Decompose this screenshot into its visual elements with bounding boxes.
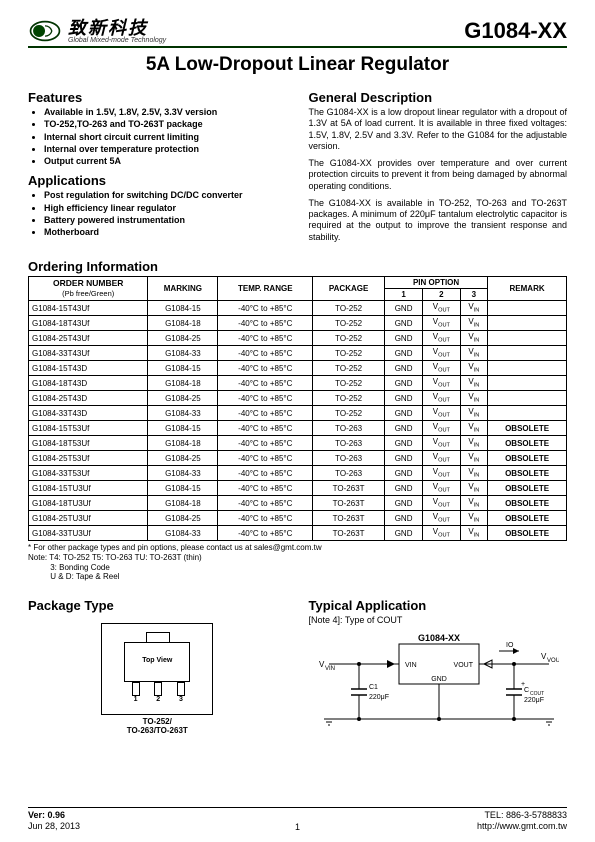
table-row: G1084-25T43UfG1084-25-40°C to +85°CTO-25… (29, 331, 567, 346)
th-pin-3: 3 (460, 288, 488, 300)
th-temp: TEMP. RANGE (218, 276, 313, 300)
applications-list: Post regulation for switching DC/DC conv… (28, 190, 287, 238)
th-order: ORDER NUMBER (Pb free/Green) (29, 276, 148, 300)
logo-icon (28, 19, 62, 43)
page-number: 1 (0, 822, 595, 832)
table-row: G1084-33T53UfG1084-33-40°C to +85°CTO-26… (29, 466, 567, 481)
svg-text:VIN: VIN (325, 666, 335, 672)
table-row: G1084-15T43UfG1084-15-40°C to +85°CTO-25… (29, 301, 567, 316)
table-row: G1084-25TU3UfG1084-25-40°C to +85°CTO-26… (29, 511, 567, 526)
general-p2: The G1084-XX provides over temperature a… (309, 158, 568, 192)
feature-item: TO-252,TO-263 and TO-263T package (44, 119, 287, 130)
svg-text:VIN: VIN (405, 662, 417, 669)
applications-heading: Applications (28, 173, 287, 188)
package-body: Top View (124, 642, 190, 682)
typical-app-heading: Typical Application (309, 598, 568, 613)
logo-cn: 致新科技 (68, 19, 166, 37)
left-column: Features Available in 1.5V, 1.8V, 2.5V, … (28, 84, 287, 249)
logo-en: Global Mixed-mode Technology (68, 37, 166, 44)
logo-block: 致新科技 Global Mixed-mode Technology (28, 19, 166, 44)
application-item: Motherboard (44, 227, 287, 238)
intro-columns: Features Available in 1.5V, 1.8V, 2.5V, … (28, 84, 567, 249)
table-row: G1084-33T43UfG1084-33-40°C to +85°CTO-25… (29, 346, 567, 361)
lower-row: Package Type Top View 123 TO-252/ (28, 592, 567, 752)
table-row: G1084-15T53UfG1084-15-40°C to +85°CTO-26… (29, 421, 567, 436)
table-row: G1084-18T53UfG1084-18-40°C to +85°CTO-26… (29, 436, 567, 451)
table-row: G1084-33T43DG1084-33-40°C to +85°CTO-252… (29, 406, 567, 421)
page-title: 5A Low-Dropout Linear Regulator (28, 54, 567, 76)
footnote-3: 3: Bonding Code (28, 563, 567, 573)
footnote-2: Note: T4: TO-252 T5: TO-263 TU: TO-263T … (28, 553, 567, 563)
right-column: General Description The G1084-XX is a lo… (309, 84, 568, 249)
package-heading: Package Type (28, 598, 287, 613)
header: 致新科技 Global Mixed-mode Technology G1084-… (28, 18, 567, 48)
general-p3: The G1084-XX is available in TO-252, TO-… (309, 198, 568, 243)
pin-numbers: 123 (124, 696, 192, 703)
th-pin-1: 1 (384, 288, 422, 300)
table-row: G1084-15T43DG1084-15-40°C to +85°CTO-252… (29, 361, 567, 376)
feature-item: Internal short circuit current limiting (44, 132, 287, 143)
table-row: G1084-25T53UfG1084-25-40°C to +85°CTO-26… (29, 451, 567, 466)
svg-text:C1: C1 (369, 684, 378, 691)
package-type-col: Package Type Top View 123 TO-252/ (28, 592, 287, 752)
package-label: TO-252/ TO-263/TO-263T (127, 717, 188, 735)
svg-text:G1084-XX: G1084-XX (417, 633, 459, 643)
svg-text:VOUT: VOUT (453, 662, 473, 669)
table-row: G1084-18T43DG1084-18-40°C to +85°CTO-252… (29, 376, 567, 391)
general-heading: General Description (309, 90, 568, 105)
svg-text:C: C (524, 687, 529, 694)
svg-text:VOUT: VOUT (547, 658, 559, 664)
th-remark: REMARK (488, 276, 567, 300)
table-row: G1084-33TU3UfG1084-33-40°C to +85°CTO-26… (29, 526, 567, 541)
features-list: Available in 1.5V, 1.8V, 2.5V, 3.3V vers… (28, 107, 287, 167)
svg-text:220μF: 220μF (524, 697, 544, 704)
svg-text:IO: IO (506, 642, 514, 649)
svg-text:GND: GND (431, 676, 447, 683)
pin-2 (154, 682, 162, 696)
th-pin-2: 2 (423, 288, 460, 300)
application-item: High efficiency linear regulator (44, 203, 287, 214)
application-item: Battery powered instrumentation (44, 215, 287, 226)
feature-item: Output current 5A (44, 156, 287, 167)
table-row: G1084-25T43DG1084-25-40°C to +85°CTO-252… (29, 391, 567, 406)
table-row: G1084-15TU3UfG1084-15-40°C to +85°CTO-26… (29, 481, 567, 496)
footnote-1: * For other package types and pin option… (28, 543, 567, 553)
th-marking: MARKING (148, 276, 218, 300)
ordering-notes: * For other package types and pin option… (28, 543, 567, 581)
typical-app-circuit: G1084-XX VIN VOUT GND V VIN V VOUT IO (309, 629, 559, 749)
feature-item: Available in 1.5V, 1.8V, 2.5V, 3.3V vers… (44, 107, 287, 118)
package-diagram: Top View 123 (101, 623, 213, 715)
package-pins (124, 682, 192, 696)
th-package: PACKAGE (313, 276, 385, 300)
svg-text:220μF: 220μF (369, 694, 389, 701)
table-row: G1084-18TU3UfG1084-18-40°C to +85°CTO-26… (29, 496, 567, 511)
logo-text: 致新科技 Global Mixed-mode Technology (68, 19, 166, 44)
feature-item: Internal over temperature protection (44, 144, 287, 155)
datasheet-page: 致新科技 Global Mixed-mode Technology G1084-… (0, 0, 595, 842)
pin-1 (132, 682, 140, 696)
ordering-table: ORDER NUMBER (Pb free/Green) MARKING TEM… (28, 276, 567, 542)
th-pin: PIN OPTION (384, 276, 487, 288)
table-row: G1084-18T43UfG1084-18-40°C to +85°CTO-25… (29, 316, 567, 331)
part-number: G1084-XX (464, 18, 567, 44)
footnote-4: U & D: Tape & Reel (28, 572, 567, 582)
pin-3 (177, 682, 185, 696)
typical-app-col: Typical Application [Note 4]: Type of CO… (309, 592, 568, 752)
ordering-heading: Ordering Information (28, 259, 567, 274)
typical-app-note: [Note 4]: Type of COUT (309, 615, 568, 625)
application-item: Post regulation for switching DC/DC conv… (44, 190, 287, 201)
features-heading: Features (28, 90, 287, 105)
general-p1: The G1084-XX is a low dropout linear reg… (309, 107, 568, 152)
